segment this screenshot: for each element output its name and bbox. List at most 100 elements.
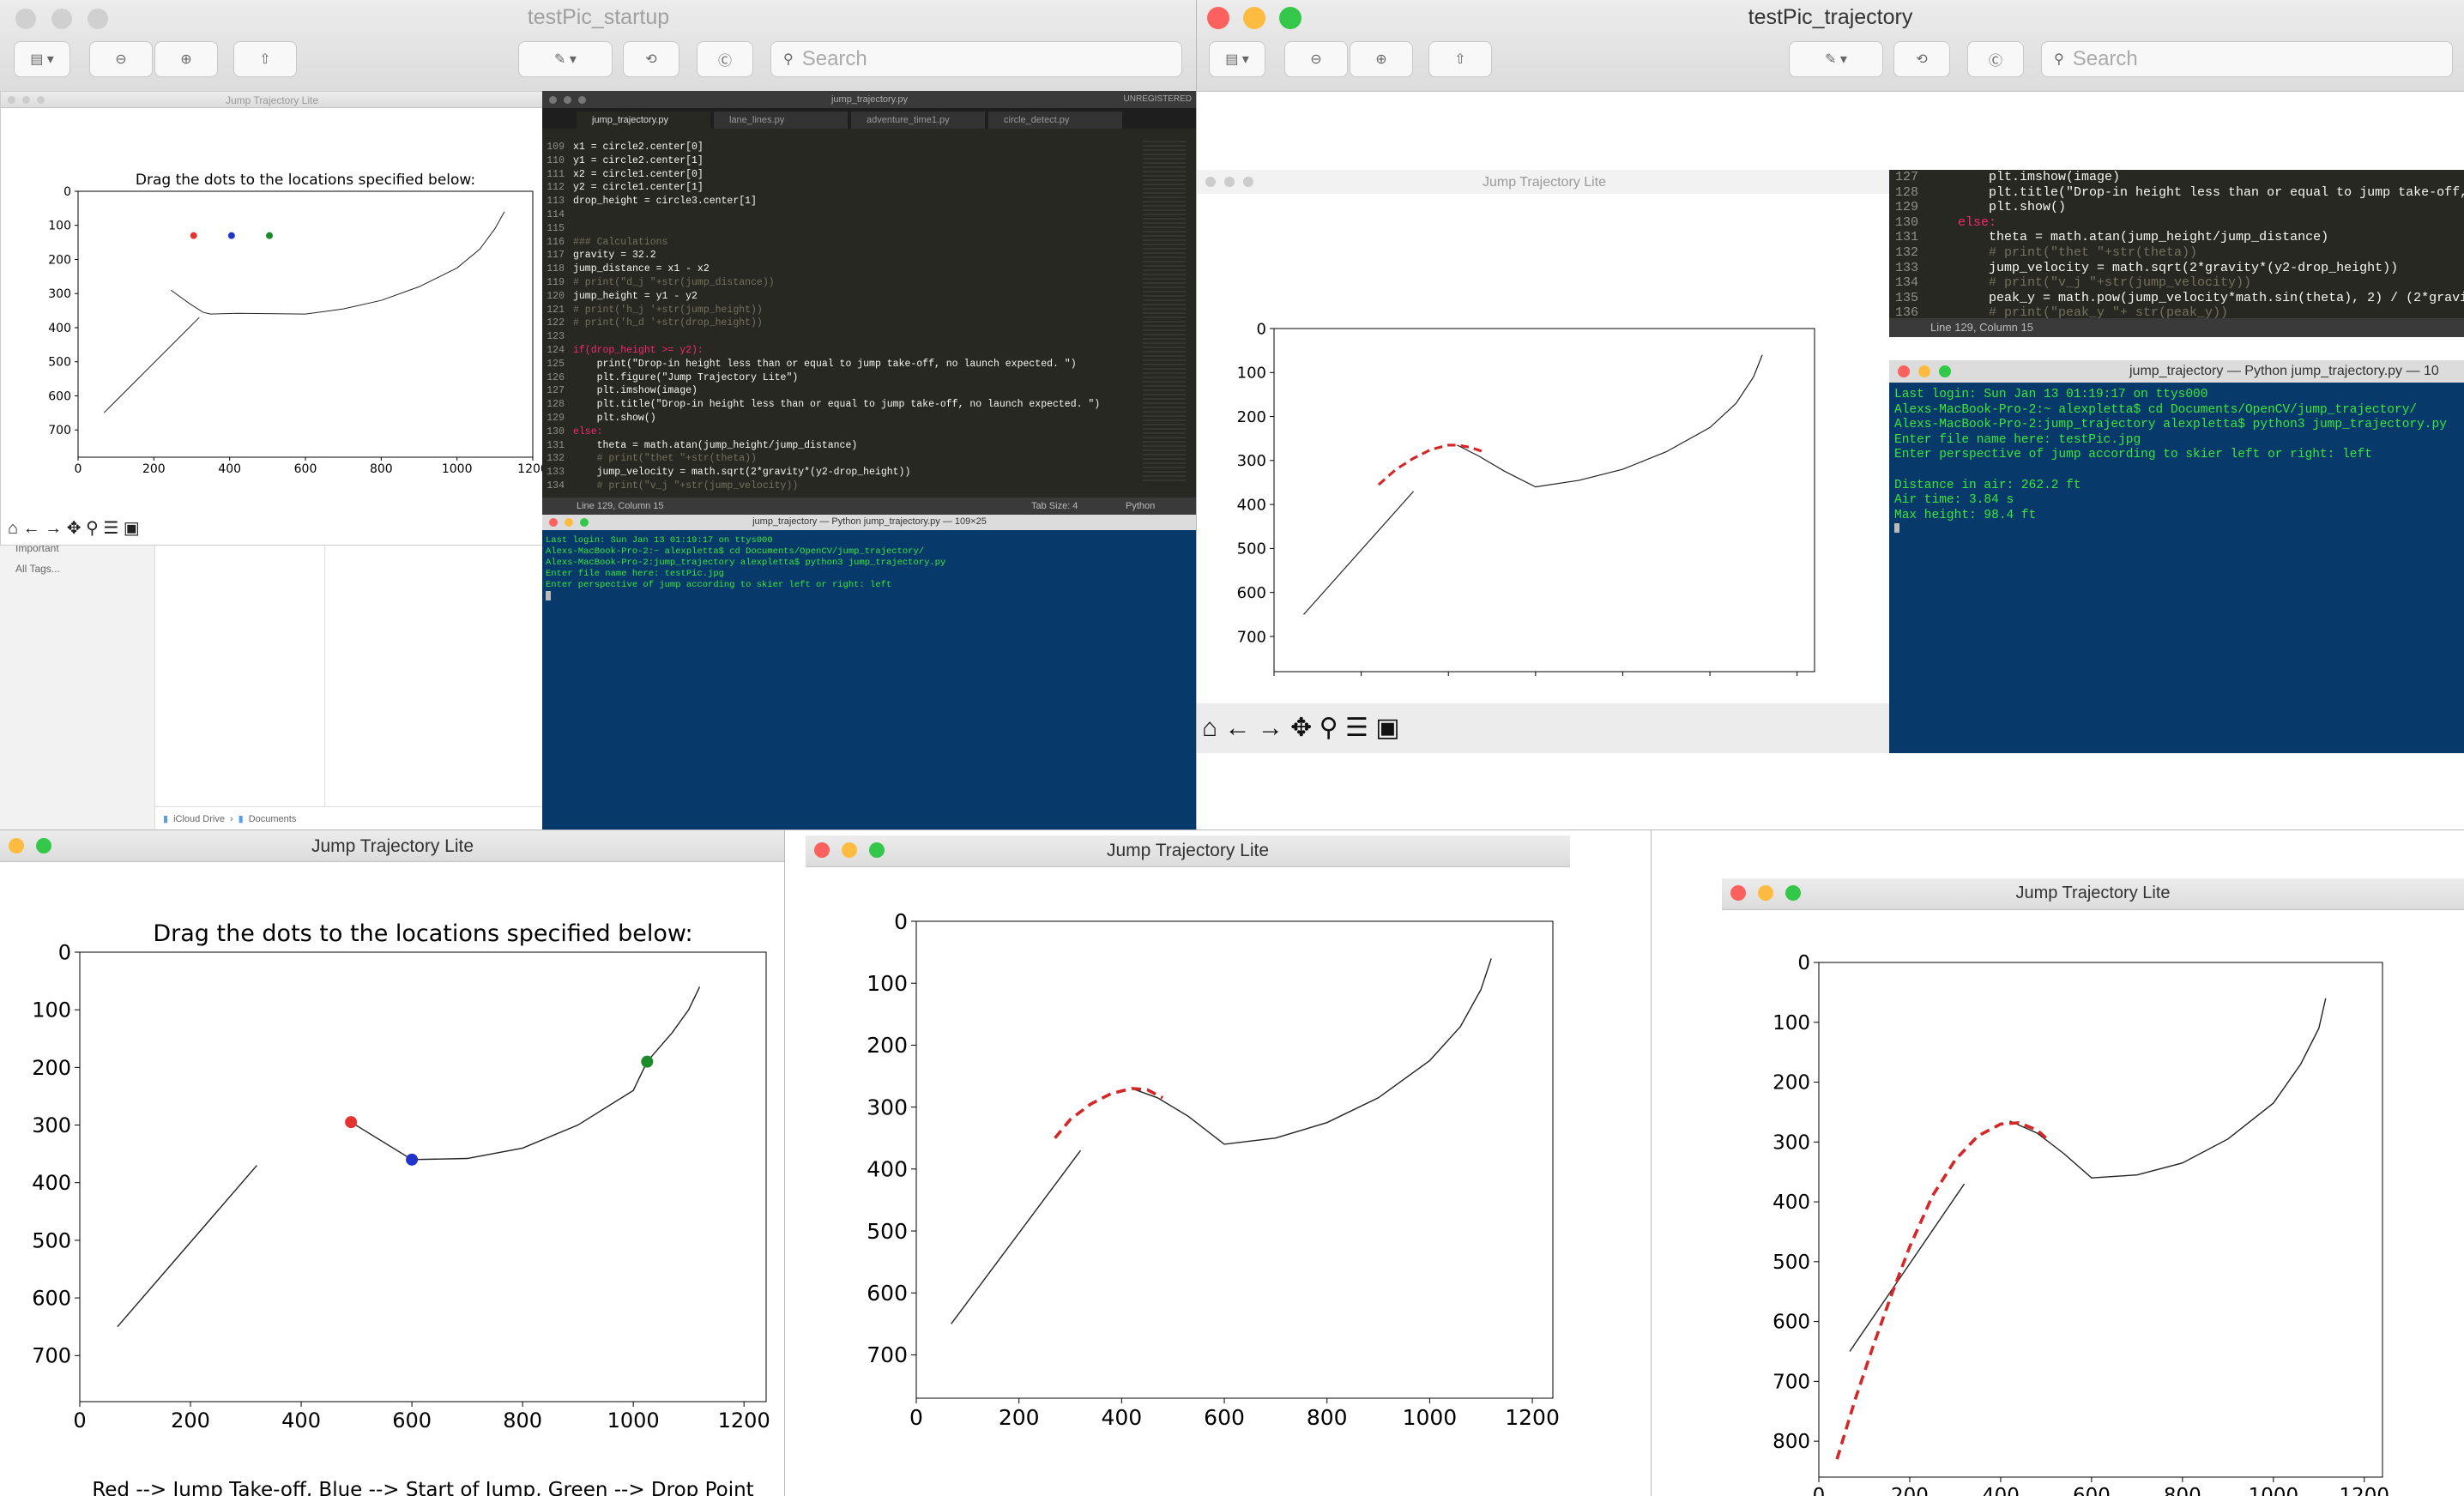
markup-button[interactable]: Ⓒ bbox=[1967, 41, 2024, 77]
close-button[interactable] bbox=[1205, 177, 1216, 187]
code-line[interactable]: 117 gravity = 32.2 bbox=[542, 249, 1126, 262]
zoom-in-button[interactable]: ⊕ bbox=[154, 41, 218, 77]
close-button[interactable] bbox=[8, 96, 15, 104]
rotate-button[interactable]: ⟲ bbox=[623, 41, 679, 77]
sidebar-item-all-tags[interactable]: All Tags... bbox=[15, 563, 60, 575]
tab-adventure-time[interactable]: adventure_time1.py bbox=[851, 112, 985, 129]
forward-arrow-icon[interactable]: → bbox=[45, 519, 63, 538]
minimize-button[interactable] bbox=[564, 96, 571, 104]
home-icon[interactable]: ⌂ bbox=[8, 519, 19, 538]
path-icloud-drive[interactable]: iCloud Drive bbox=[173, 813, 225, 824]
close-button[interactable] bbox=[1898, 365, 1910, 377]
zoom-button[interactable] bbox=[88, 9, 108, 29]
pan-icon[interactable]: ✥ bbox=[66, 519, 82, 538]
save-icon[interactable]: ▣ bbox=[123, 519, 140, 538]
code-line[interactable]: 127 plt.imshow(image) bbox=[542, 384, 1126, 398]
terminal-output[interactable]: Last login: Sun Jan 13 01:19:17 on ttys0… bbox=[542, 530, 1197, 610]
close-button[interactable] bbox=[15, 9, 36, 29]
code-line[interactable]: 132 # print("thet "+str(theta)) bbox=[1889, 245, 2464, 261]
code-line[interactable]: 126 plt.figure("Jump Trajectory Lite") bbox=[542, 371, 1126, 385]
code-line[interactable]: 130 else: bbox=[1889, 215, 2464, 231]
minimize-button[interactable] bbox=[9, 838, 24, 854]
code-line[interactable]: 112 y2 = circle1.center[1] bbox=[542, 181, 1126, 195]
code-line[interactable]: 131 theta = math.atan(jump_height/jump_d… bbox=[1889, 230, 2464, 245]
zoom-button[interactable] bbox=[1243, 177, 1253, 187]
editor-minimap[interactable] bbox=[1143, 141, 1186, 484]
forward-arrow-icon[interactable]: → bbox=[1257, 714, 1283, 742]
share-button[interactable]: ⇧ bbox=[233, 41, 297, 77]
search-field[interactable]: ⚲ Search bbox=[770, 41, 1182, 77]
code-line[interactable]: 128 plt.title("Drop-in height less than … bbox=[542, 398, 1126, 412]
code-line[interactable]: 125 print("Drop-in height less than or e… bbox=[542, 358, 1126, 371]
close-button[interactable] bbox=[814, 842, 830, 858]
status-language[interactable]: Python bbox=[1126, 501, 1156, 511]
code-line[interactable]: 133 jump_velocity = math.sqrt(2*gravity*… bbox=[542, 466, 1126, 480]
code-line[interactable]: 134 # print("v_j "+str(jump_velocity)) bbox=[542, 480, 1126, 492]
code-line[interactable]: 122 # print('h_d '+str(drop_height)) bbox=[542, 317, 1126, 330]
zoom-button[interactable] bbox=[869, 842, 885, 858]
code-line[interactable]: 109 x1 = circle2.center[0] bbox=[542, 141, 1126, 154]
minimize-button[interactable] bbox=[51, 9, 72, 29]
pan-icon[interactable]: ✥ bbox=[1290, 714, 1313, 742]
sidebar-toggle-button[interactable]: ▤ ▾ bbox=[1209, 41, 1265, 77]
code-line[interactable]: 110 y1 = circle2.center[1] bbox=[542, 154, 1126, 168]
terminal-output[interactable]: Last login: Sun Jan 13 01:19:17 on ttys0… bbox=[1889, 383, 2464, 544]
share-button[interactable]: ⇧ bbox=[1428, 41, 1492, 77]
home-icon[interactable]: ⌂ bbox=[1202, 714, 1218, 742]
markup-pen-button[interactable]: ✎ ▾ bbox=[518, 41, 613, 77]
code-line[interactable]: 136 # print("peak_y "+ str(peak_y)) bbox=[1889, 305, 2464, 321]
code-line[interactable]: 113 drop_height = circle3.center[1] bbox=[542, 195, 1126, 208]
search-field[interactable]: ⚲ Search bbox=[2041, 41, 2453, 77]
code-line[interactable]: 130 else: bbox=[542, 425, 1126, 439]
configure-icon[interactable]: ☰ bbox=[1344, 714, 1368, 742]
path-documents[interactable]: Documents bbox=[248, 813, 297, 824]
tab-circle-detect[interactable]: circle_detect.py bbox=[988, 112, 1122, 129]
minimize-button[interactable] bbox=[1224, 177, 1235, 187]
minimize-button[interactable] bbox=[842, 842, 857, 858]
zoom-button[interactable] bbox=[1785, 885, 1801, 901]
code-line[interactable]: 123 bbox=[542, 330, 1126, 344]
code-line[interactable]: 119 # print("d_j "+str(jump_distance)) bbox=[542, 276, 1126, 290]
configure-icon[interactable]: ☰ bbox=[103, 519, 119, 538]
markup-button[interactable]: Ⓒ bbox=[697, 41, 753, 77]
code-line[interactable]: 115 bbox=[542, 222, 1126, 236]
code-line[interactable]: 134 # print("v_j "+str(jump_velocity)) bbox=[1889, 275, 2464, 291]
markup-pen-button[interactable]: ✎ ▾ bbox=[1789, 41, 1883, 77]
status-tab-size[interactable]: Tab Size: 4 bbox=[1031, 501, 1078, 511]
zoom-out-button[interactable]: ⊖ bbox=[89, 41, 153, 77]
minimize-button[interactable] bbox=[565, 518, 573, 527]
code-line[interactable]: 120 jump_height = y1 - y2 bbox=[542, 290, 1126, 304]
rotate-button[interactable]: ⟲ bbox=[1893, 41, 1950, 77]
minimize-button[interactable] bbox=[1918, 365, 1930, 377]
minimize-button[interactable] bbox=[1758, 885, 1773, 901]
code-line[interactable]: 128 plt.title("Drop-in height less than … bbox=[1889, 185, 2464, 201]
code-line[interactable]: 116 ### Calculations bbox=[542, 236, 1126, 250]
code-line[interactable]: 129 plt.show() bbox=[542, 412, 1126, 425]
zoom-button[interactable] bbox=[580, 518, 589, 527]
code-line[interactable]: 121 # print('h_j '+str(jump_height)) bbox=[542, 304, 1126, 317]
close-button[interactable] bbox=[549, 96, 557, 104]
code-line[interactable]: 124 if(drop_height >= y2): bbox=[542, 344, 1126, 358]
zoom-button[interactable] bbox=[36, 838, 51, 854]
back-arrow-icon[interactable]: ← bbox=[1224, 714, 1251, 742]
code-line[interactable]: 111 x2 = circle1.center[0] bbox=[542, 168, 1126, 182]
zoom-button[interactable] bbox=[37, 96, 45, 104]
zoom-button[interactable] bbox=[578, 96, 586, 104]
zoom-icon[interactable]: ⚲ bbox=[1319, 714, 1338, 742]
minimize-button[interactable] bbox=[22, 96, 30, 104]
save-icon[interactable]: ▣ bbox=[1375, 714, 1400, 742]
code-line[interactable]: 127 plt.imshow(image) bbox=[1889, 170, 2464, 185]
code-line[interactable]: 129 plt.show() bbox=[1889, 200, 2464, 215]
zoom-button[interactable] bbox=[1939, 365, 1951, 377]
code-line[interactable]: 131 theta = math.atan(jump_height/jump_d… bbox=[542, 439, 1126, 453]
tab-lane-lines[interactable]: lane_lines.py bbox=[714, 112, 848, 129]
code-line[interactable]: 114 bbox=[542, 208, 1126, 222]
zoom-button[interactable] bbox=[1279, 7, 1301, 29]
code-line[interactable]: 118 jump_distance = x1 - x2 bbox=[542, 262, 1126, 276]
editor-code-area[interactable]: 109 x1 = circle2.center[0] 110 y1 = circle2… bbox=[542, 141, 1126, 492]
zoom-in-button[interactable]: ⊕ bbox=[1350, 41, 1413, 77]
code-line[interactable]: 135 peak_y = math.pow(jump_velocity*math… bbox=[1889, 291, 2464, 306]
close-button[interactable] bbox=[549, 518, 558, 527]
zoom-out-button[interactable]: ⊖ bbox=[1284, 41, 1348, 77]
close-button[interactable] bbox=[1207, 7, 1229, 29]
